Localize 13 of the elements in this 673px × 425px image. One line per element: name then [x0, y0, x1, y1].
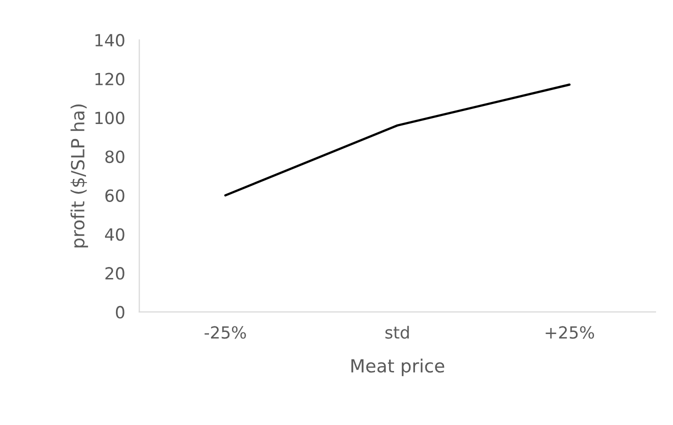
- y-tick-label: 120: [95, 72, 124, 86]
- y-tick-label: 20: [105, 267, 124, 280]
- y-tick-label: 140: [95, 34, 124, 47]
- x-tick-label: +25%: [546, 326, 594, 339]
- x-tick-label: std: [385, 326, 409, 339]
- y-tick-label: 0: [116, 306, 124, 319]
- y-tick-label: 100: [95, 112, 124, 124]
- x-tick-label: -25%: [204, 326, 246, 339]
- y-tick-label: 80: [105, 150, 124, 164]
- y-axis-title: profit ($/SLP ha): [70, 104, 88, 248]
- y-tick-label: 40: [105, 228, 124, 241]
- x-axis-title: Meat price: [351, 358, 444, 376]
- y-tick-label: 60: [105, 189, 124, 202]
